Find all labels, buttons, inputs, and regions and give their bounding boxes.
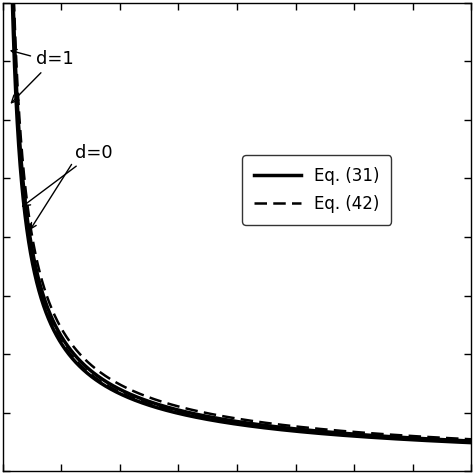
Text: d=1: d=1: [11, 50, 73, 103]
Text: d=0: d=0: [23, 144, 113, 206]
Legend: Eq. (31), Eq. (42): Eq. (31), Eq. (42): [242, 155, 391, 225]
